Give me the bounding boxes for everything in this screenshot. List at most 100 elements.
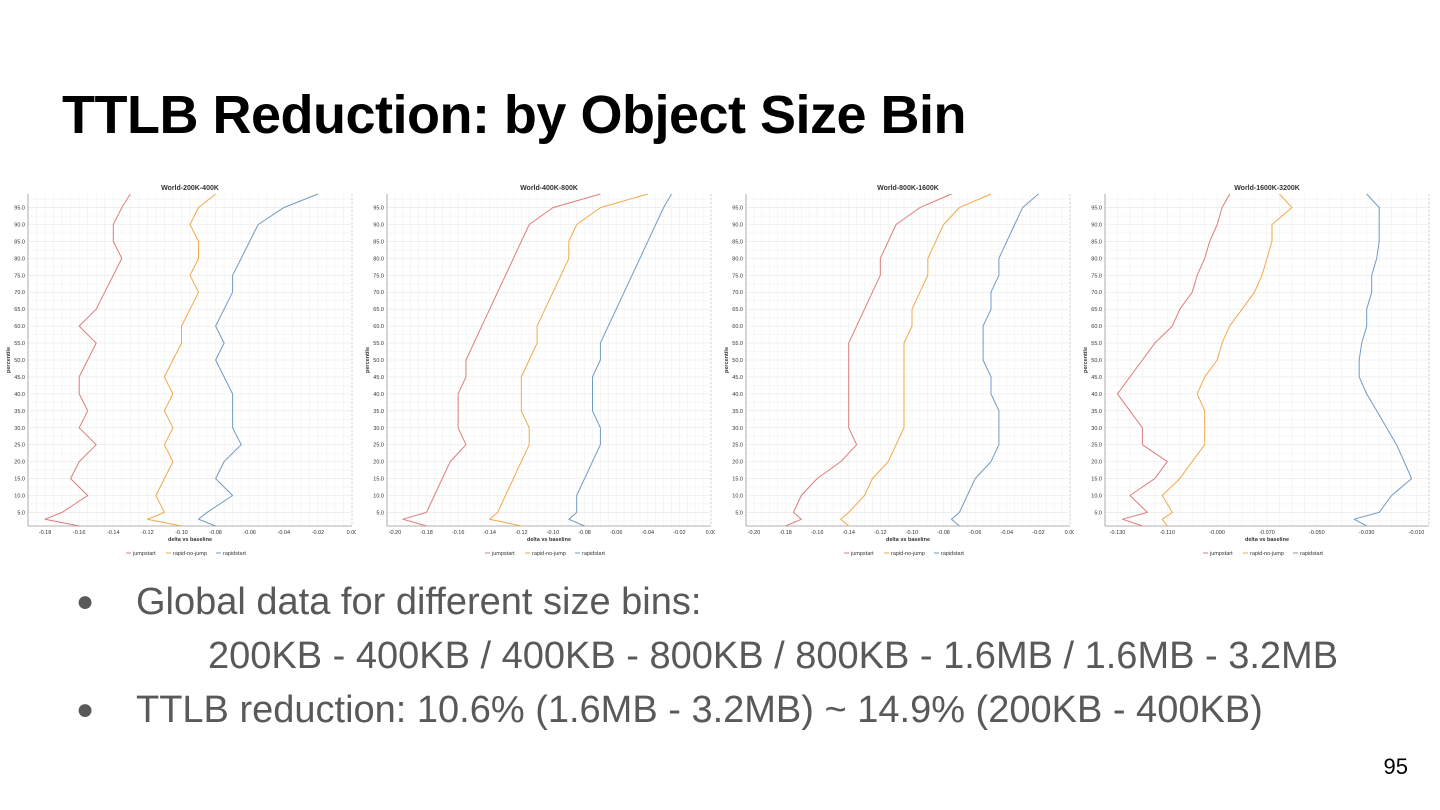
x-tick-label: -0.110 bbox=[1160, 530, 1175, 536]
x-tick-label: -0.010 bbox=[1409, 530, 1425, 536]
legend-label: rapidstart bbox=[941, 551, 964, 557]
y-tick-label: 90.0 bbox=[373, 222, 384, 228]
y-tick-label: 95.0 bbox=[1091, 206, 1102, 212]
x-tick-label: 0.00 bbox=[1065, 530, 1074, 536]
y-tick-label: 95.0 bbox=[732, 206, 743, 212]
y-tick-label: 20.0 bbox=[1091, 460, 1102, 466]
x-axis-label: delta vs baseline bbox=[1245, 537, 1289, 543]
x-tick-label: -0.18 bbox=[39, 530, 52, 536]
y-tick-label: 25.0 bbox=[732, 443, 743, 449]
chart-legend: jumpstart rapid-no-jump rapidstart bbox=[485, 551, 605, 557]
y-tick-label: 85.0 bbox=[1091, 239, 1102, 245]
y-tick-label: 25.0 bbox=[1091, 443, 1102, 449]
chart-400k-800k: World-400K-800K 5.0 10.0 15.0 20.0 25.0 30.0 35… bbox=[365, 185, 715, 557]
x-tick-label: -0.14 bbox=[107, 530, 120, 536]
y-tick-label: 40.0 bbox=[1091, 392, 1102, 398]
y-tick-label: 25.0 bbox=[14, 443, 25, 449]
x-tick-label: -0.02 bbox=[1032, 530, 1045, 536]
y-tick-label: 5.0 bbox=[1094, 510, 1102, 516]
y-tick-label: 95.0 bbox=[14, 206, 25, 212]
y-tick-label: 40.0 bbox=[732, 392, 743, 398]
y-tick-label: 65.0 bbox=[1091, 307, 1102, 313]
y-tick-label: 30.0 bbox=[14, 426, 25, 432]
legend-label: rapidstart bbox=[1300, 551, 1323, 557]
y-tick-label: 85.0 bbox=[732, 239, 743, 245]
x-tick-label: -0.16 bbox=[452, 530, 465, 536]
x-tick-label: -0.050 bbox=[1309, 530, 1325, 536]
x-tick-label: -0.18 bbox=[420, 530, 433, 536]
y-tick-label: 80.0 bbox=[373, 256, 384, 262]
series-line-jumpstart bbox=[1117, 193, 1231, 527]
y-axis-label: percentile bbox=[6, 347, 12, 373]
y-tick-label: 45.0 bbox=[373, 375, 384, 381]
series-line-rapidstart bbox=[951, 193, 1039, 527]
legend-label: rapid-no-jump bbox=[532, 551, 566, 557]
legend-label: rapidstart bbox=[223, 551, 246, 557]
x-axis-label: delta vs baseline bbox=[527, 537, 571, 543]
x-tick-label: -0.14 bbox=[842, 530, 855, 536]
x-tick-label: -0.08 bbox=[937, 530, 950, 536]
y-tick-label: 20.0 bbox=[14, 460, 25, 466]
chart-legend: jumpstart rapid-no-jump rapidstart bbox=[1203, 551, 1323, 557]
y-tick-label: 50.0 bbox=[373, 358, 384, 364]
series-line-jumpstart bbox=[402, 193, 601, 527]
y-tick-label: 60.0 bbox=[732, 324, 743, 330]
y-tick-label: 75.0 bbox=[1091, 273, 1102, 279]
x-tick-label: -0.14 bbox=[483, 530, 496, 536]
x-tick-label: -0.04 bbox=[642, 530, 655, 536]
series-line-rapid-no-jump bbox=[489, 193, 648, 527]
y-tick-label: 25.0 bbox=[373, 443, 384, 449]
y-tick-label: 65.0 bbox=[14, 307, 25, 313]
page-number: 95 bbox=[1383, 754, 1408, 779]
legend-label: rapidstart bbox=[582, 551, 605, 557]
x-tick-label: -0.070 bbox=[1259, 530, 1275, 536]
x-tick-label: -0.16 bbox=[73, 530, 86, 536]
x-tick-label: -0.10 bbox=[175, 530, 188, 536]
series-line-jumpstart bbox=[785, 193, 952, 527]
x-tick-label: -0.090 bbox=[1209, 530, 1225, 536]
x-axis-label: delta vs baseline bbox=[168, 537, 212, 543]
x-tick-label: -0.04 bbox=[1001, 530, 1014, 536]
x-tick-label: -0.08 bbox=[578, 530, 591, 536]
y-tick-label: 75.0 bbox=[373, 273, 384, 279]
bullet-dot-icon: ● bbox=[76, 585, 95, 618]
x-tick-label: -0.20 bbox=[389, 530, 402, 536]
x-tick-label: -0.04 bbox=[278, 530, 291, 536]
y-tick-label: 40.0 bbox=[14, 392, 25, 398]
y-tick-label: 55.0 bbox=[373, 341, 384, 347]
chart-title: World-400K-800K bbox=[520, 185, 578, 192]
y-tick-label: 70.0 bbox=[14, 290, 25, 296]
x-tick-label: 0.00 bbox=[347, 530, 356, 536]
y-tick-label: 90.0 bbox=[1091, 222, 1102, 228]
x-tick-label: -0.030 bbox=[1359, 530, 1375, 536]
x-tick-label: -0.02 bbox=[673, 530, 686, 536]
y-tick-label: 55.0 bbox=[1091, 341, 1102, 347]
x-tick-label: 0.00 bbox=[706, 530, 715, 536]
y-tick-label: 50.0 bbox=[14, 358, 25, 364]
series-line-rapidstart bbox=[198, 193, 319, 527]
y-tick-label: 70.0 bbox=[732, 290, 743, 296]
x-axis-label: delta vs baseline bbox=[886, 537, 930, 543]
y-tick-label: 60.0 bbox=[1091, 324, 1102, 330]
series-line-rapidstart bbox=[1353, 193, 1413, 527]
series-line-rapid-no-jump bbox=[840, 193, 992, 527]
series-line-rapid-no-jump bbox=[146, 193, 216, 527]
legend-label: jumpstart bbox=[132, 551, 156, 557]
y-tick-label: 80.0 bbox=[732, 256, 743, 262]
series-line-rapidstart bbox=[568, 193, 672, 527]
y-tick-label: 15.0 bbox=[1091, 477, 1102, 483]
y-tick-label: 80.0 bbox=[14, 256, 25, 262]
slide-title: TTLB Reduction: by Object Size Bin bbox=[62, 85, 967, 145]
legend-label: jumpstart bbox=[491, 551, 515, 557]
x-tick-label: -0.06 bbox=[610, 530, 623, 536]
y-tick-label: 70.0 bbox=[1091, 290, 1102, 296]
x-tick-label: -0.12 bbox=[874, 530, 887, 536]
chart-title: World-200K-400K bbox=[161, 185, 219, 192]
x-tick-label: -0.12 bbox=[515, 530, 528, 536]
y-tick-label: 15.0 bbox=[732, 477, 743, 483]
x-tick-label: -0.10 bbox=[906, 530, 919, 536]
y-tick-label: 75.0 bbox=[732, 273, 743, 279]
x-tick-label: -0.08 bbox=[209, 530, 222, 536]
bullet-item: ● TTLB reduction: 10.6% (1.6MB - 3.2MB) … bbox=[70, 686, 1410, 734]
y-tick-label: 10.0 bbox=[14, 494, 25, 500]
